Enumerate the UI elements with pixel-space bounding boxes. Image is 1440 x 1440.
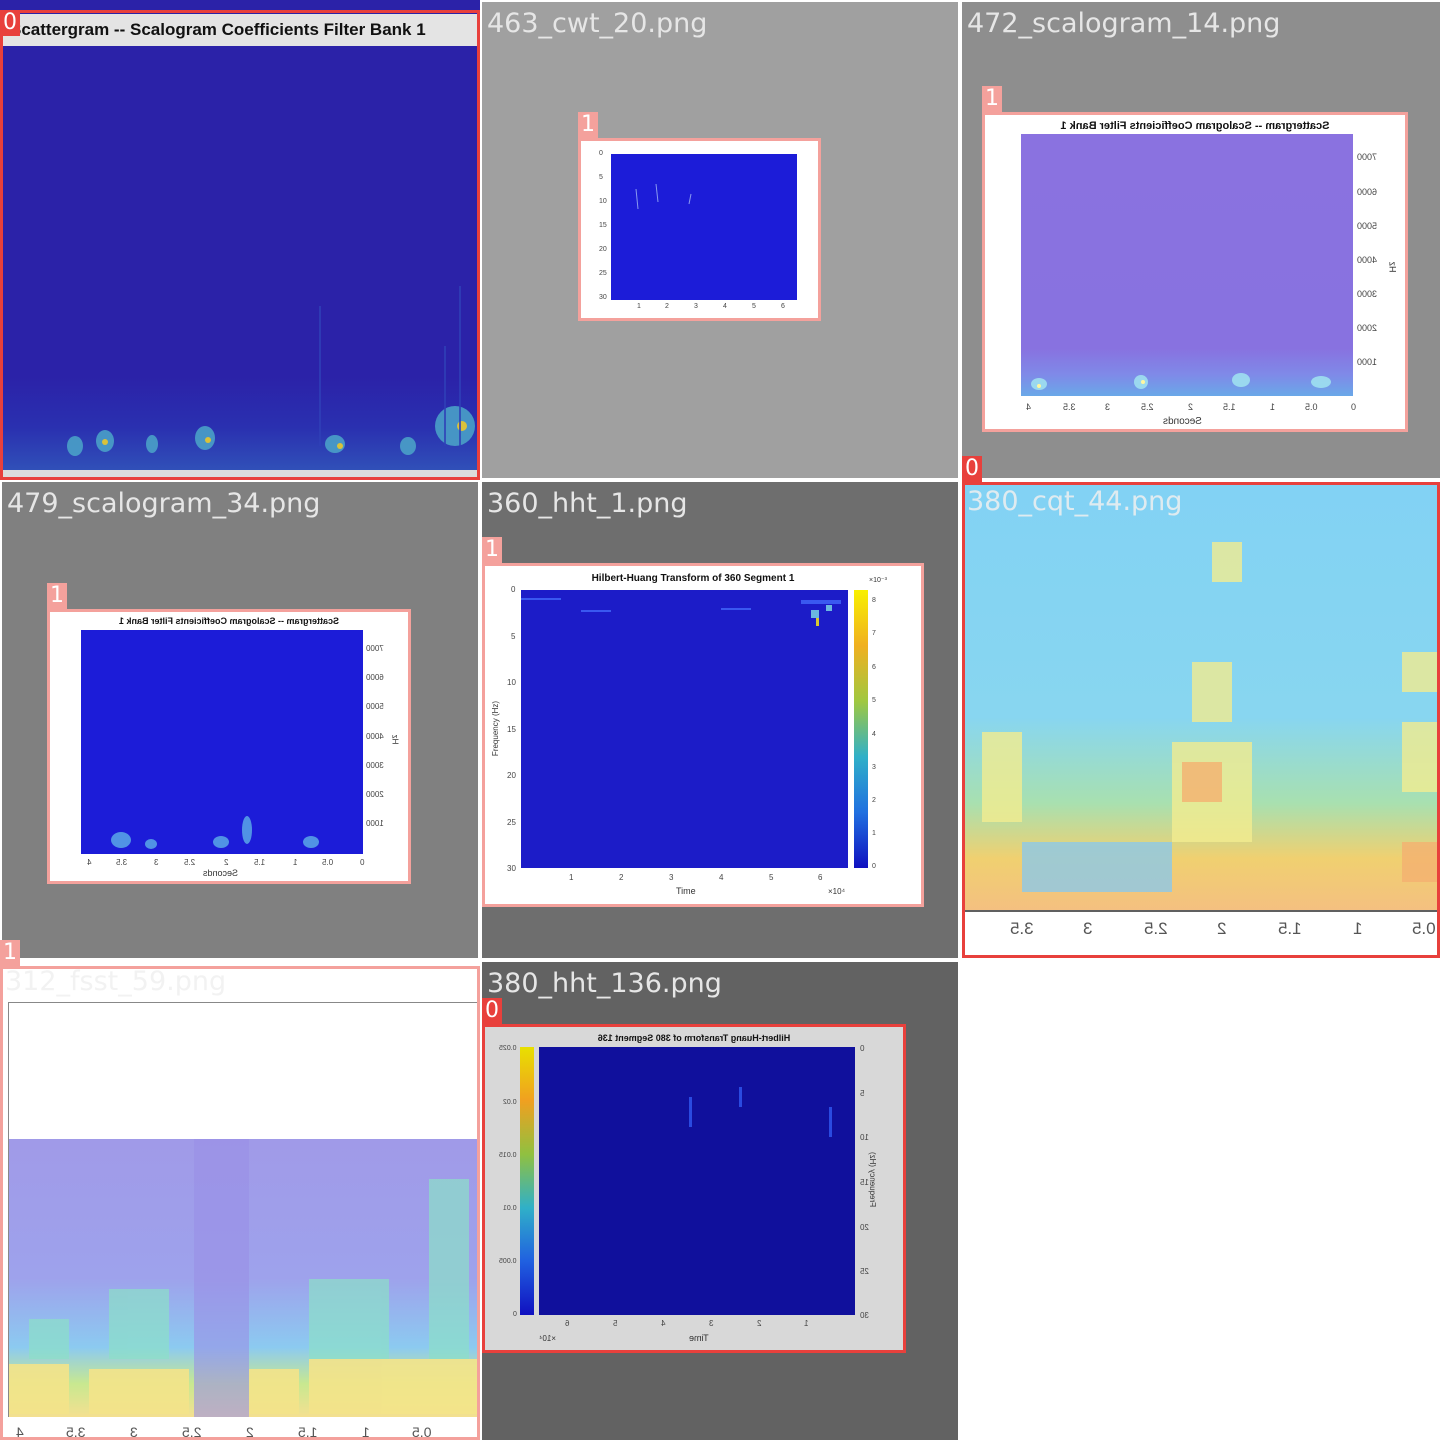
class-badge: 1 [578, 112, 598, 138]
grid-divider-h1 [0, 480, 1440, 482]
tile-6[interactable]: 4 3.5 3 2.5 2 1.5 1 0.5 312_fsst_59.png [0, 962, 480, 1440]
tile-1[interactable]: 463_cwt_20.png 0 5 10 15 20 25 30 1 2 3 … [482, 2, 958, 478]
class-badge: 0 [482, 998, 502, 1024]
filename-label: 380_cqt_44.png [967, 486, 1182, 517]
tile-2[interactable]: 472_scalogram_14.png Scattergram -- Scal… [962, 2, 1440, 478]
grid-divider-v1 [480, 0, 482, 1440]
grid-divider-h2 [0, 959, 960, 961]
tile-4[interactable]: 360_hht_1.png Hilbert-Huang Transform of… [482, 482, 958, 958]
tile-0[interactable]: Scattergram -- Scalogram Coefficients Fi… [0, 0, 480, 480]
detection-box[interactable] [0, 966, 480, 1440]
class-badge-outer: 0 [962, 456, 982, 482]
filename-label: 380_hht_136.png [487, 968, 722, 999]
detection-box[interactable] [482, 563, 924, 907]
tile-7[interactable]: 380_hht_136.png Hilbert-Huang Transform … [482, 962, 958, 1440]
detection-box[interactable] [578, 138, 821, 321]
tile-5[interactable]: 3.5 3 2.5 2 1.5 1 0.5 380_cqt_44.png 0 [962, 482, 1440, 958]
class-badge: 1 [482, 537, 502, 563]
class-badge: 1 [0, 940, 20, 966]
tile-3[interactable]: 479_scalogram_34.png Scattergram -- Scal… [2, 482, 478, 958]
detection-box[interactable] [482, 1024, 906, 1353]
detection-box[interactable] [962, 482, 1440, 958]
class-badge: 1 [47, 583, 67, 609]
filename-label: 472_scalogram_14.png [967, 8, 1280, 39]
detection-box[interactable] [0, 10, 480, 480]
filename-label: 479_scalogram_34.png [7, 488, 320, 519]
class-badge: 0 [0, 10, 20, 36]
filename-label: 312_fsst_59.png [5, 966, 226, 997]
filename-label: 360_hht_1.png [487, 488, 688, 519]
class-badge: 1 [982, 86, 1002, 112]
detection-box[interactable] [982, 112, 1408, 432]
detection-box[interactable] [47, 609, 411, 884]
filename-label: 463_cwt_20.png [487, 8, 707, 39]
